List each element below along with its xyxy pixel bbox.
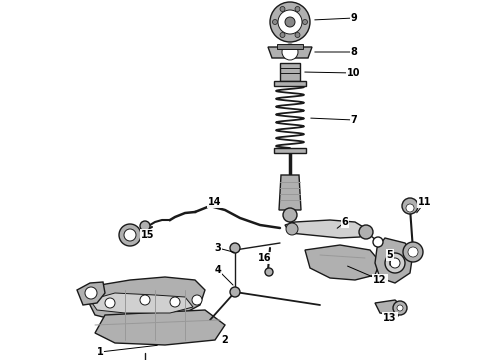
Circle shape <box>170 297 180 307</box>
Circle shape <box>282 44 298 60</box>
Text: 8: 8 <box>350 47 357 57</box>
Circle shape <box>230 287 240 297</box>
Polygon shape <box>375 238 413 283</box>
Text: 12: 12 <box>373 275 387 285</box>
Circle shape <box>280 32 285 37</box>
Circle shape <box>359 225 373 239</box>
Circle shape <box>295 6 300 12</box>
Circle shape <box>286 223 298 235</box>
Circle shape <box>119 224 141 246</box>
Polygon shape <box>285 220 365 238</box>
Circle shape <box>385 253 405 273</box>
Text: 1: 1 <box>97 347 103 357</box>
Circle shape <box>124 229 136 241</box>
Circle shape <box>283 208 297 222</box>
Text: 4: 4 <box>215 265 221 275</box>
Circle shape <box>270 2 310 42</box>
Circle shape <box>393 301 407 315</box>
Circle shape <box>85 287 97 299</box>
Polygon shape <box>268 47 312 58</box>
Circle shape <box>105 298 115 308</box>
Circle shape <box>397 305 403 311</box>
Circle shape <box>265 268 273 276</box>
Text: 6: 6 <box>342 217 348 227</box>
Text: 16: 16 <box>258 253 272 263</box>
Text: 10: 10 <box>347 68 361 78</box>
Text: 13: 13 <box>383 313 397 323</box>
Polygon shape <box>375 300 402 316</box>
Text: 14: 14 <box>208 197 222 207</box>
Polygon shape <box>77 282 105 305</box>
Bar <box>274 81 306 86</box>
Circle shape <box>230 243 240 253</box>
Text: 2: 2 <box>221 335 228 345</box>
Circle shape <box>192 295 202 305</box>
Circle shape <box>285 17 295 27</box>
Polygon shape <box>90 293 193 313</box>
Text: 5: 5 <box>387 250 393 260</box>
Circle shape <box>403 242 423 262</box>
Bar <box>277 44 303 49</box>
Polygon shape <box>85 277 205 320</box>
Circle shape <box>278 10 302 34</box>
Circle shape <box>302 19 308 24</box>
Circle shape <box>140 295 150 305</box>
Circle shape <box>140 221 150 231</box>
Text: 3: 3 <box>215 243 221 253</box>
Text: 15: 15 <box>141 230 155 240</box>
Text: 9: 9 <box>351 13 357 23</box>
Circle shape <box>295 32 300 37</box>
Polygon shape <box>279 175 301 210</box>
Circle shape <box>406 204 414 212</box>
Circle shape <box>373 237 383 247</box>
Circle shape <box>402 198 418 214</box>
Bar <box>274 148 306 153</box>
Circle shape <box>408 247 418 257</box>
Polygon shape <box>305 245 380 280</box>
Circle shape <box>390 258 400 268</box>
Circle shape <box>272 19 277 24</box>
Text: 11: 11 <box>418 197 432 207</box>
Polygon shape <box>95 310 225 345</box>
Bar <box>280 63 300 81</box>
Text: 7: 7 <box>351 115 357 125</box>
Circle shape <box>280 6 285 12</box>
